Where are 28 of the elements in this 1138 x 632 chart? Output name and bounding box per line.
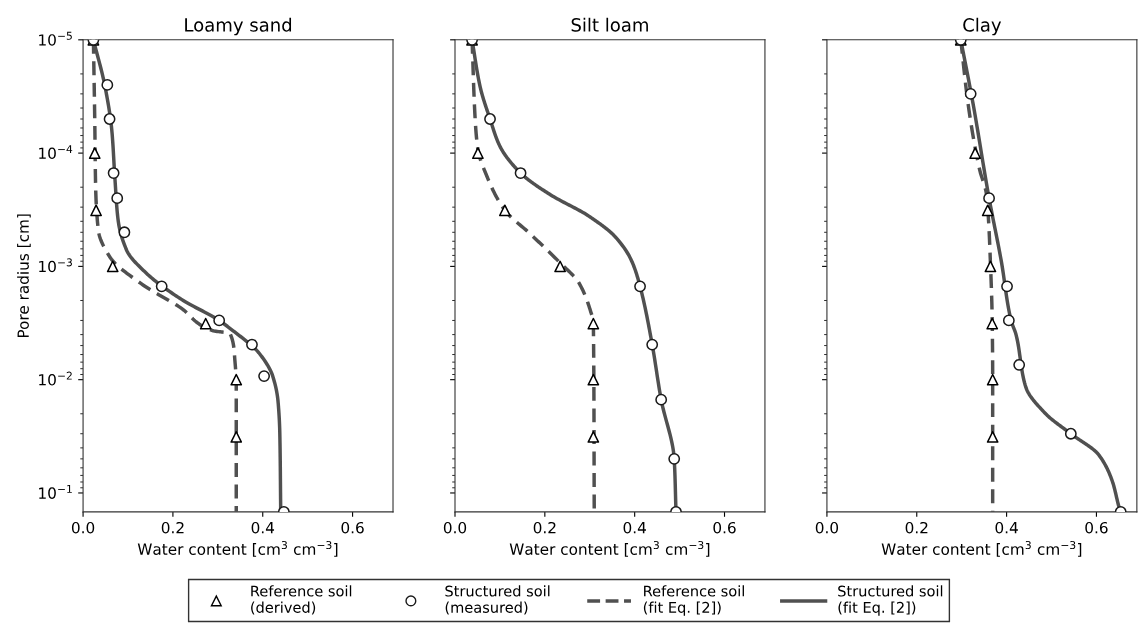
legend-label: Structured soil (measured)	[445, 585, 550, 615]
x-tick-label: 0.4	[251, 521, 275, 534]
y-tick-label: 10$^{−2}$	[39, 371, 72, 386]
y-tick-label: 10$^{−1}$	[39, 485, 72, 499]
x-tick-label: 0.2	[533, 521, 556, 534]
x-tick-label: 0.6	[713, 521, 736, 534]
x-tick-label: 0.0	[815, 521, 839, 534]
chart-title: Clay	[963, 17, 1002, 36]
x-tick-label: 0.4	[623, 521, 646, 534]
y-tick-label: 10$^{−4}$	[39, 145, 73, 160]
y-tick-label: 10$^{−5}$	[39, 31, 72, 46]
legend-label: Structured soil (fit Eq. [2])	[838, 585, 943, 616]
legend-label: Reference soil (derived)	[251, 585, 352, 615]
x-tick-label: 0.2	[905, 521, 928, 534]
x-tick-label: 0.6	[341, 521, 364, 534]
x-axis-title: Water content [cm$^{3}$ cm$^{−3}$]	[881, 540, 1082, 557]
y-axis-title: Pore radius [cm]	[17, 214, 31, 338]
legend-label: Reference soil (fit Eq. [2])	[643, 585, 744, 616]
x-tick-label: 0.4	[995, 521, 1018, 534]
chart-title: Silt loam	[571, 17, 648, 32]
x-tick-label: 0.0	[443, 521, 467, 534]
x-tick-label: 0.0	[71, 521, 95, 534]
x-axis-title: Water content [cm$^{3}$ cm$^{−3}$]	[509, 540, 710, 557]
y-tick-label: 10$^{−3}$	[39, 258, 72, 273]
x-tick-label: 0.6	[1085, 521, 1108, 534]
x-tick-label: 0.2	[161, 521, 184, 534]
x-axis-title: Water content [cm$^{3}$ cm$^{−3}$]	[137, 540, 338, 557]
chart-title: Loamy sand	[185, 17, 292, 36]
